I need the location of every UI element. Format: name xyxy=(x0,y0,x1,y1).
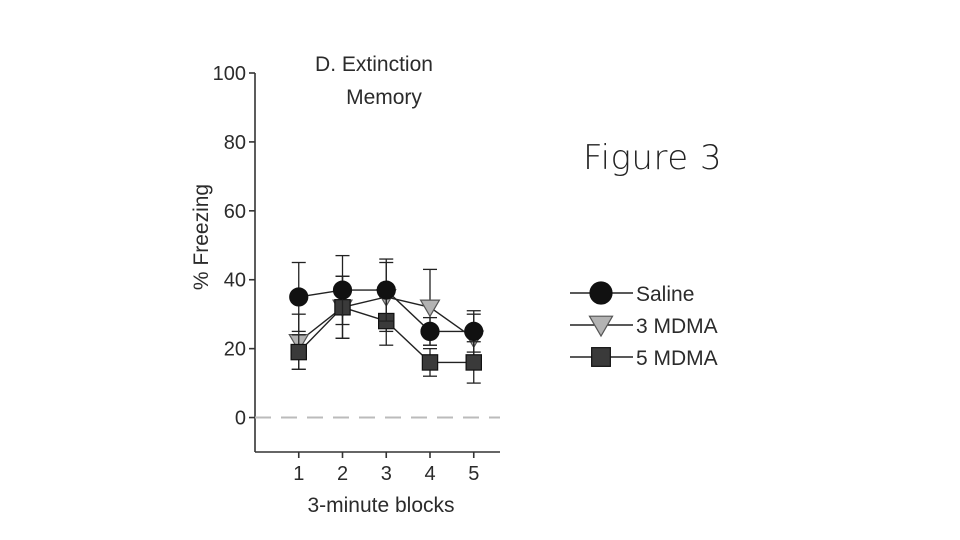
data-point-saline xyxy=(464,321,484,342)
x-tick-label: 4 xyxy=(424,463,435,485)
legend-item-saline: Saline xyxy=(570,281,694,306)
chart-title-line-2: Memory xyxy=(346,86,422,109)
chart-title-line-1: D. Extinction xyxy=(315,53,433,76)
x-axis-label: 3-minute blocks xyxy=(307,494,454,517)
legend-marker-saline xyxy=(589,281,613,305)
data-point-5-mdma xyxy=(421,354,439,371)
legend-label-3-mdma: 3 MDMA xyxy=(636,315,718,338)
chart-legend: Saline 3 MDMA 5 MDMA xyxy=(570,281,718,370)
y-tick-label: 0 xyxy=(235,408,246,430)
y-tick-label: 40 xyxy=(224,270,246,292)
chart-axes: 0 20 40 60 80 100 1 2 3 4 5 3-minute blocks % Freezi… xyxy=(190,53,500,517)
data-point-saline xyxy=(289,287,309,307)
legend-item-5-mdma: 5 MDMA xyxy=(570,347,718,370)
data-point-saline xyxy=(332,280,353,300)
y-axis-label: % Freezing xyxy=(190,184,213,290)
x-tick-label: 5 xyxy=(468,463,479,485)
legend-label-saline: Saline xyxy=(636,283,694,306)
legend-item-3-mdma: 3 MDMA xyxy=(570,315,718,338)
data-point-saline xyxy=(376,280,396,300)
chart-marks xyxy=(288,254,485,384)
y-tick-label: 60 xyxy=(224,201,246,223)
x-tick-label: 3 xyxy=(381,463,392,485)
legend-label-5-mdma: 5 MDMA xyxy=(636,347,718,370)
data-point-3-mdma xyxy=(419,299,441,318)
y-tick-label: 80 xyxy=(224,132,246,154)
y-tick-label: 100 xyxy=(213,63,246,85)
x-tick-label: 1 xyxy=(293,463,304,485)
x-tick-label: 2 xyxy=(337,463,348,485)
data-point-5-mdma xyxy=(465,354,483,371)
y-tick-label: 20 xyxy=(224,339,246,361)
data-point-saline xyxy=(420,321,440,342)
figure-label: Figure 3 xyxy=(583,138,723,178)
legend-marker-5-mdma xyxy=(591,347,611,367)
series-saline xyxy=(289,254,484,353)
legend-marker-3-mdma xyxy=(588,315,614,338)
data-point-5-mdma xyxy=(290,343,308,361)
